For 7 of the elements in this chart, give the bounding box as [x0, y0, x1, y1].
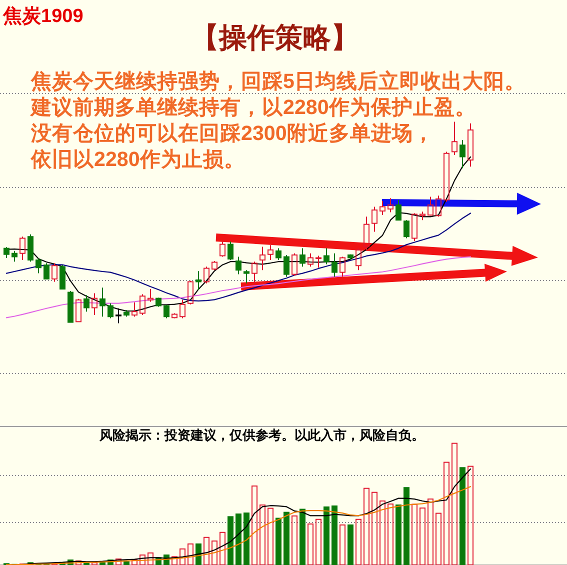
- annotation: 风险揭示：投资建议，仅供参考。以此入市，风险自负。: [100, 428, 424, 442]
- title: 【操作策略】: [191, 22, 359, 53]
- annotation: 依旧以2280作为止损。: [31, 148, 245, 171]
- annotation: 没有仓位的可以在回踩2300附近多单进场，: [31, 122, 434, 145]
- annotation: 建议前期多单继续持有，以2280作为保护止盈。: [31, 96, 476, 119]
- subtitle: 焦炭1909: [3, 6, 84, 27]
- annotation: 焦炭今天继续持强势，回踩5日均线后立即收出大阳。: [31, 70, 526, 93]
